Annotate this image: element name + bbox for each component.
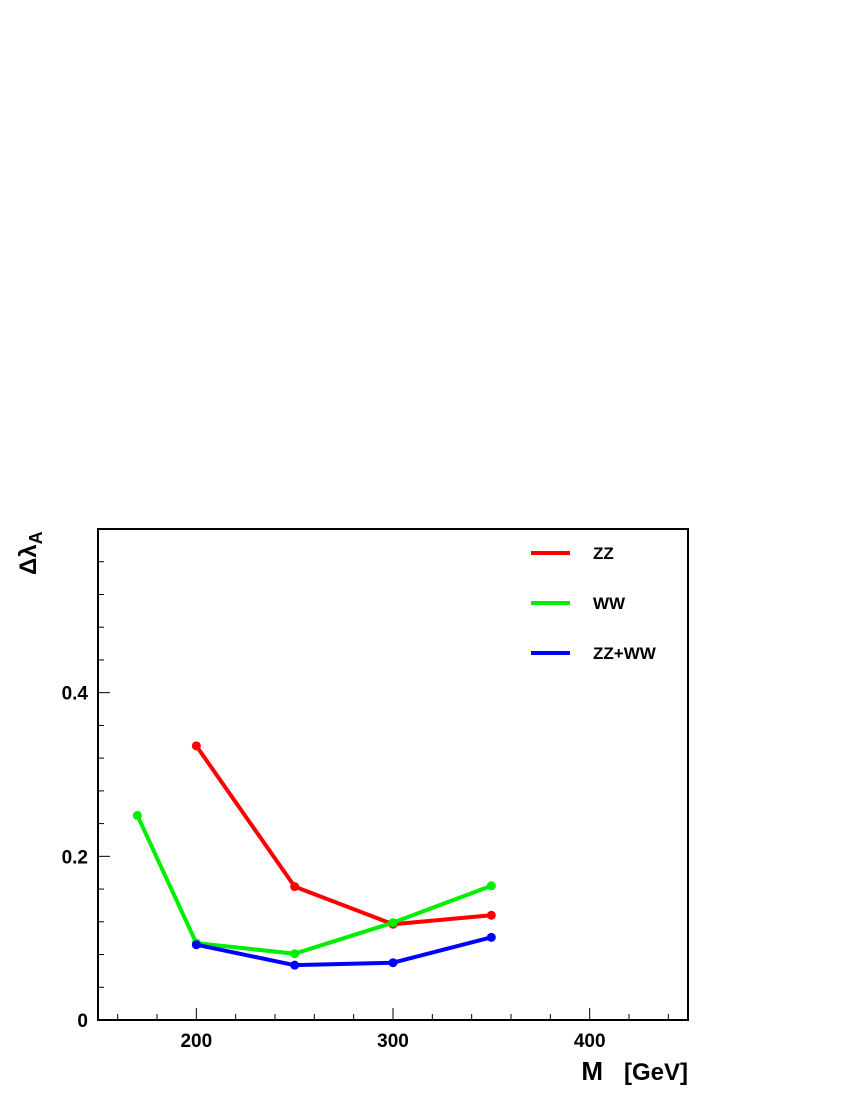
x-tick-label: 300	[377, 1031, 409, 1052]
y-axis-symbol: Δλ	[15, 544, 42, 575]
svg-text:ΔλA: ΔλA	[15, 531, 46, 575]
y-tick-label: 0	[77, 1011, 88, 1032]
series-line-zz	[194, 744, 492, 927]
legend-label-ww: WW	[593, 594, 626, 613]
legend-label-zz: ZZ	[593, 544, 614, 563]
data-point-zz-ww	[191, 940, 201, 950]
legend-label-zz-ww: ZZ+WW	[593, 644, 657, 663]
y-axis-subscript: A	[26, 531, 46, 544]
axis-tick-labels: 200 300 400 0 0.2 0.4	[62, 684, 606, 1052]
data-point-ww	[486, 881, 496, 891]
legend: ZZ WW ZZ+WW	[531, 544, 657, 663]
y-tick-label: 0.4	[62, 684, 89, 705]
data-point-zz-ww	[290, 960, 300, 970]
x-tick-label: 400	[574, 1031, 606, 1052]
data-point-zz	[486, 910, 496, 920]
y-axis-title: ΔλA	[15, 531, 46, 575]
axis-ticks	[98, 528, 669, 1021]
series-line-zz-ww	[195, 935, 492, 968]
x-axis-unit: [GeV]	[624, 1059, 688, 1086]
series-line-ww	[135, 814, 493, 956]
series-group	[132, 741, 496, 970]
x-axis-title: M	[581, 1056, 603, 1086]
data-point-zz-ww	[388, 958, 398, 968]
data-point-zz	[290, 882, 300, 892]
x-tick-label: 200	[180, 1031, 212, 1052]
data-point-ww	[132, 810, 142, 820]
data-point-ww	[290, 949, 300, 959]
data-point-ww	[388, 918, 398, 928]
data-point-zz	[191, 741, 201, 751]
data-point-zz-ww	[486, 932, 496, 942]
y-tick-label: 0.2	[62, 847, 88, 868]
